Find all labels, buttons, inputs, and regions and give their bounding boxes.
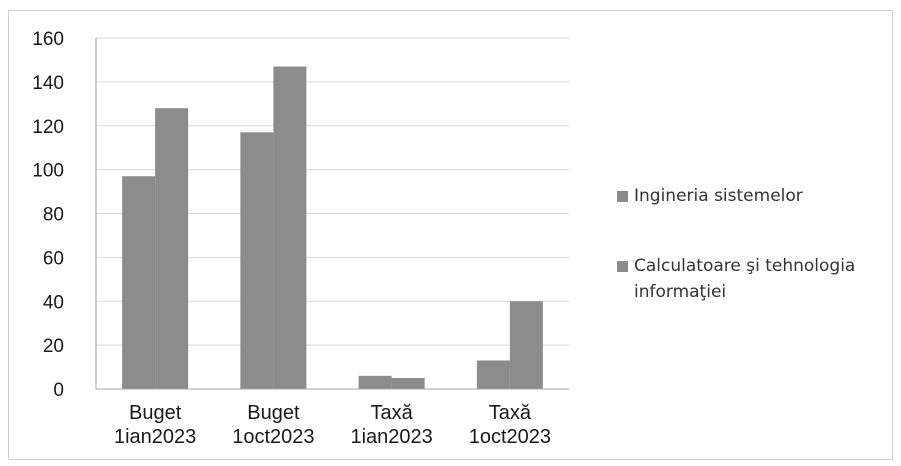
x-category-label: 1ian2023 [114, 426, 196, 448]
x-category-label: Buget [129, 402, 182, 424]
y-tick-label: 100 [32, 161, 64, 182]
x-category-label: 1oct2023 [469, 426, 551, 448]
bar [358, 375, 392, 389]
legend-item-ingineria: Ingineria sistemelor [617, 183, 901, 209]
legend-swatch-icon [617, 191, 628, 202]
y-tick-label: 40 [43, 292, 64, 313]
chart-frame: 0 20 40 60 80 100 120 140 160 Buget 1ian2023 Buget… [8, 10, 893, 460]
y-tick-label: 20 [43, 336, 64, 357]
x-category-label: Taxă [371, 402, 414, 424]
x-category-label: Buget [247, 402, 300, 424]
bars [122, 66, 543, 390]
axes [95, 38, 569, 390]
bar [391, 378, 425, 389]
legend-label: Ingineria sistemelor [634, 186, 803, 206]
legend-label: Calculatoare şi tehnologia informaţiei [634, 256, 856, 302]
y-tick-label: 140 [32, 73, 64, 94]
y-tick-label: 160 [32, 29, 64, 50]
legend-item-calculatoare: Calculatoare şi tehnologia informaţiei [617, 253, 901, 305]
y-tick-label: 80 [43, 205, 64, 226]
bar [155, 108, 189, 389]
x-category-label: Taxă [489, 402, 532, 424]
x-category-label: 1ian2023 [350, 426, 432, 448]
y-axis-ticks: 0 20 40 60 80 100 120 140 160 [32, 29, 64, 401]
y-tick-label: 120 [32, 117, 64, 138]
x-axis-categories: Buget1ian2023Buget1oct2023Taxă1ian2023Ta… [114, 402, 551, 448]
x-category-label: 1oct2023 [232, 426, 314, 448]
y-tick-label: 60 [43, 248, 64, 269]
bar [509, 301, 543, 389]
legend: Ingineria sistemelor Calculatoare şi teh… [617, 183, 901, 349]
bar [273, 66, 307, 390]
bar [240, 132, 274, 390]
bar [476, 360, 510, 389]
bar [122, 176, 156, 389]
legend-swatch-icon [617, 261, 628, 272]
y-tick-label: 0 [53, 380, 64, 401]
